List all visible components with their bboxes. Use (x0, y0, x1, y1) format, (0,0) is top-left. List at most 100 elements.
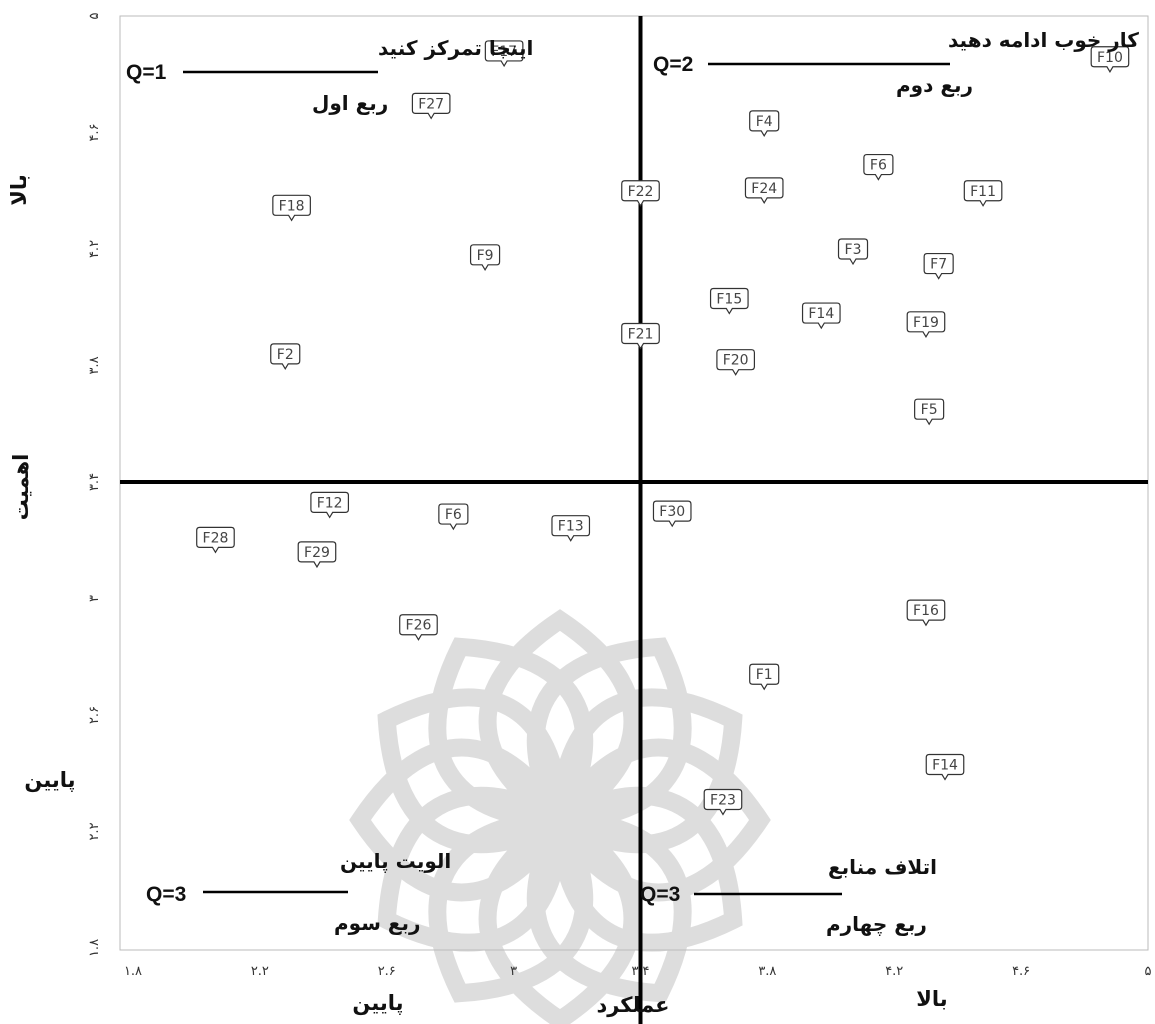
x-tick-labels: ۱.۸۲.۲۲.۶۳۳.۴۳.۸۴.۲۴.۶۵ (124, 964, 1152, 979)
quadrant-2-title: کار خوب ادامه دهید (948, 28, 1139, 52)
data-points: F17 F10 F27 F4 F6 F22 F24 F11 F18 F9 F3 F7 F15 F14 F19… (196, 40, 1130, 816)
point-f5: F5 (914, 398, 945, 426)
y-tick-label: ۳ (87, 595, 102, 602)
point-marker (709, 287, 749, 315)
point-label: F28 (203, 530, 229, 546)
point-marker (652, 500, 692, 528)
point-label: F12 (317, 495, 343, 511)
point-marker (925, 753, 965, 781)
x-axis-low-label: پایین (352, 991, 403, 1015)
point-f12: F12 (310, 491, 350, 519)
watermark-petal (550, 688, 743, 854)
point-label: F21 (628, 326, 654, 342)
point-label: F23 (710, 792, 736, 808)
point-label: F29 (304, 545, 330, 561)
quadrant-3-title: الویت پایین (340, 849, 451, 874)
y-tick-label: ۴.۶ (87, 123, 102, 141)
quadrant-1-title: اینجا تمرکز کنید (378, 36, 533, 60)
watermark-petal (349, 738, 571, 902)
point-f6: F6 (438, 503, 469, 531)
point-label: F15 (716, 292, 742, 308)
point-marker (906, 311, 946, 338)
point-marker (923, 252, 954, 280)
y-tick-label: ۳.۸ (87, 356, 102, 374)
quadrant-3-annotation: Q=3 الویت پایین ربع سوم (146, 849, 451, 935)
point-marker (837, 238, 869, 266)
point-marker (963, 180, 1003, 207)
y-tick-label: ۱.۸ (87, 939, 102, 957)
point-f3: F3 (837, 238, 869, 266)
watermark-rosette (349, 609, 771, 1024)
quadrant-2-subtitle: ربع دوم (896, 73, 973, 97)
point-f27: F27 (411, 92, 451, 120)
point-f14: F14 (925, 753, 965, 781)
y-tick-label: ۲.۶ (87, 706, 102, 724)
x-tick-label: ۳.۸ (758, 964, 776, 979)
y-tick-label: ۲.۲ (87, 822, 102, 840)
point-marker (744, 177, 784, 205)
point-f15: F15 (709, 287, 749, 315)
point-marker (272, 194, 311, 222)
point-marker (621, 180, 660, 207)
y-tick-label: ۵ (87, 12, 102, 19)
point-f29: F29 (297, 541, 337, 569)
watermark-petal (428, 810, 594, 1003)
point-f1: F1 (749, 663, 780, 691)
watermark-petal (526, 637, 692, 830)
point-label: F14 (808, 306, 834, 322)
point-f16: F16 (906, 599, 946, 627)
quadrant-4-annotation: Q=3 اتلاف منابع ربع چهارم (640, 855, 937, 937)
point-marker (196, 526, 235, 554)
y-axis-high-label: بالا (7, 174, 31, 205)
x-tick-label: ۲.۶ (378, 964, 396, 979)
point-label: F11 (970, 184, 996, 200)
point-label: F20 (723, 353, 749, 369)
point-label: F26 (406, 618, 432, 634)
y-axis-low-label: پایین (24, 768, 75, 792)
y-tick-labels: ۱.۸ ۲.۲ ۲.۶ ۳ ۳.۴ ۳.۸ ۴.۲ ۴.۶ ۵ (87, 12, 102, 957)
point-f20: F20 (716, 349, 756, 376)
point-f9: F9 (469, 244, 501, 271)
point-marker (906, 599, 946, 627)
point-label: F19 (913, 315, 939, 331)
point-marker (749, 663, 780, 691)
quadrant-3-code: Q=3 (146, 883, 186, 906)
point-marker (749, 110, 780, 138)
point-f26: F26 (399, 614, 438, 641)
y-tick-label: ۴.۲ (87, 240, 102, 258)
point-f18: F18 (272, 194, 311, 222)
point-f19: F19 (906, 311, 946, 338)
point-marker (438, 503, 469, 531)
point-marker (914, 398, 945, 426)
point-marker (399, 614, 438, 641)
x-tick-label: ۲.۲ (251, 964, 269, 979)
point-marker (1090, 46, 1130, 73)
x-tick-label: ۳ (510, 964, 517, 979)
point-marker (621, 322, 660, 350)
quadrant-4-code: Q=3 (640, 883, 680, 906)
point-marker (310, 491, 350, 519)
point-label: F3 (845, 242, 862, 258)
point-label: F7 (930, 257, 947, 273)
x-axis-high-label: بالا (916, 987, 947, 1011)
watermark-petal (377, 688, 570, 854)
point-f10: F10 (1090, 46, 1130, 73)
point-marker (484, 40, 524, 68)
point-marker (411, 92, 451, 120)
point-label: F1 (756, 667, 773, 683)
watermark-petal (478, 609, 642, 831)
x-axis-title: عملکرد (596, 993, 669, 1017)
point-marker (270, 343, 301, 371)
point-f14: F14 (801, 302, 841, 330)
watermark-petal (478, 809, 642, 1024)
point-label: F5 (921, 402, 938, 418)
watermark-petal (526, 810, 692, 1003)
x-tick-label: ۴.۲ (885, 964, 903, 979)
point-label: F27 (418, 96, 444, 112)
point-f11: F11 (963, 180, 1003, 207)
point-label: F6 (445, 507, 462, 523)
point-label: F2 (277, 347, 294, 363)
point-marker (469, 244, 501, 271)
point-marker (703, 788, 743, 816)
point-f17: F17 (484, 40, 524, 68)
